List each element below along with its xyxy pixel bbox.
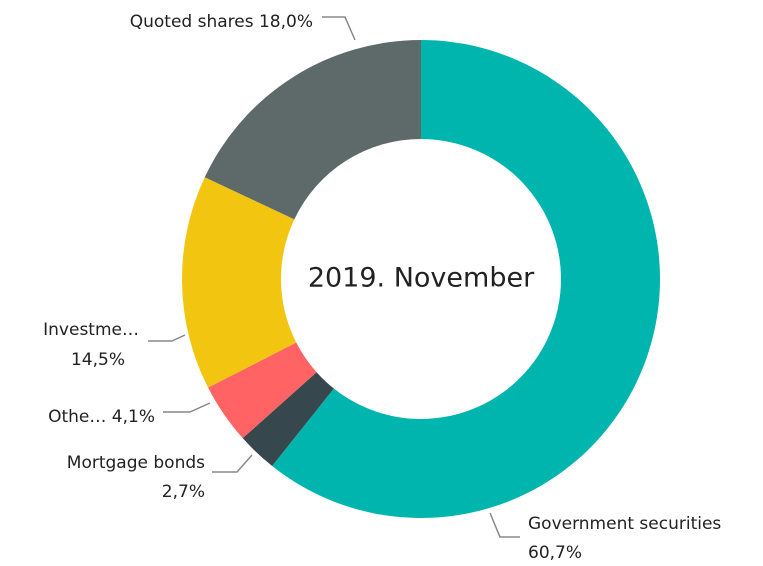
slice — [182, 177, 297, 388]
center-title: 2019. November — [308, 263, 535, 294]
label-value: 14,5% — [71, 350, 125, 370]
leader-line — [212, 454, 253, 473]
slice — [208, 342, 317, 439]
label-name: Mortgage bonds — [67, 453, 205, 473]
label-value: 2,7% — [162, 482, 205, 502]
label-value: 4,1% — [112, 407, 155, 427]
label-name: Investme… — [43, 320, 139, 340]
label-name: Quoted shares — [130, 12, 254, 32]
leader-line — [148, 334, 186, 342]
slice-label: Othe… 4,1% — [48, 407, 155, 427]
label-name: Government securities — [528, 514, 721, 534]
slice — [204, 40, 421, 220]
leader-line — [163, 402, 211, 413]
slice — [272, 40, 661, 519]
label-name: Othe… — [48, 407, 106, 427]
donut — [182, 40, 661, 519]
slice — [242, 372, 334, 466]
leader-line — [322, 16, 356, 41]
label-value: 18,0% — [259, 12, 313, 32]
leader-line — [489, 512, 520, 538]
label-value: 60,7% — [528, 543, 582, 563]
slice-label: Quoted shares 18,0% — [130, 12, 313, 32]
